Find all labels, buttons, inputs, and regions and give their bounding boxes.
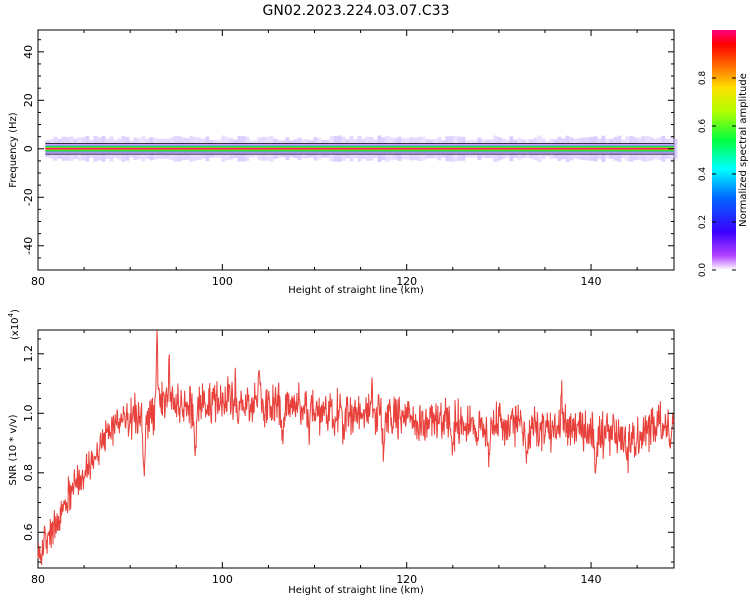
snr-xlabel: Height of straight line (km) [288,585,424,596]
spectrogram-panel: 80 100 120 140 -40 -20 0 20 40 Height of straigh… [8,29,678,296]
spectrogram-xtick-label: 80 [31,275,45,288]
spectrogram-ytick-label: 40 [22,45,35,59]
snr-ticks: 80 100 120 140 0.6 0.8 1.0 1.2 [22,330,674,586]
svg-text:(x104): (x104) [7,309,21,340]
spectrogram-xtick-label: 120 [396,275,417,288]
spectrogram-ytick-label: -40 [22,237,35,255]
colorbar-tick-label: 0.6 [698,119,708,134]
colorbar-tick-label: 0.0 [698,263,708,278]
colorbar-tick-label: 0.8 [698,71,708,86]
colorbar-ticks: 0.0 0.2 0.4 0.6 0.8 [698,71,736,278]
spectrogram-band [45,135,678,163]
colorbar-tick-label: 0.2 [698,215,708,229]
snr-panel: 80 100 120 140 0.6 0.8 1.0 1.2 Height of straig… [7,309,675,596]
colorbar-label: Normalized spectral amplitude [738,73,749,227]
snr-exponent: (x104) [7,309,21,340]
colorbar-gradient [712,30,736,270]
spectrogram-ytick-label: 0 [22,145,35,152]
snr-xtick-label: 140 [581,573,602,586]
snr-ytick-label: 0.8 [22,464,35,482]
snr-xtick-label: 80 [31,573,45,586]
spectrogram-xlabel: Height of straight line (km) [288,285,424,296]
spectrogram-ticks: 80 100 120 140 -40 -20 0 20 40 [22,30,674,288]
spectrogram-ylabel: Frequency (Hz) [8,112,19,188]
snr-exponent-power: 4 [7,312,15,317]
colorbar-tick-label: 0.4 [698,167,708,182]
snr-ytick-label: 1.2 [22,345,35,363]
snr-ylabel: SNR (10 * v/v) [8,414,19,485]
spectrogram-halo-cell [673,138,678,159]
spectrogram-ytick-label: -20 [22,188,35,206]
snr-ytick-label: 1.0 [22,405,35,423]
snr-xtick-label: 100 [212,573,233,586]
snr-ytick-label: 0.6 [22,524,35,542]
snr-xtick-label: 120 [396,573,417,586]
colorbar: 0.0 0.2 0.4 0.6 0.8 Normalized spectral ampl… [698,30,749,277]
snr-exponent-base: (x10 [10,317,21,340]
snr-exponent-close: ) [10,309,21,313]
snr-series-line [37,330,675,566]
chart-title: GN02.2023.224.03.07.C33 [263,3,450,19]
spectrogram-ytick-label: 20 [22,93,35,107]
spectrogram-xtick-label: 100 [212,275,233,288]
snr-frame [37,329,675,569]
spectrogram-xtick-label: 140 [581,275,602,288]
